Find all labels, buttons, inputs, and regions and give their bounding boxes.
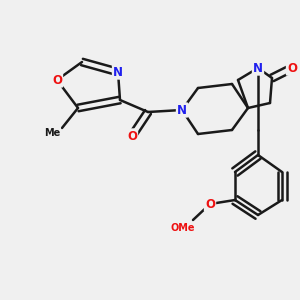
Text: N: N	[253, 61, 263, 74]
Text: N: N	[177, 103, 187, 116]
Text: OMe: OMe	[171, 223, 195, 233]
Text: O: O	[127, 130, 137, 142]
Text: Me: Me	[44, 128, 60, 138]
Text: O: O	[205, 197, 215, 211]
Text: N: N	[113, 65, 123, 79]
Text: O: O	[287, 61, 297, 74]
Text: O: O	[52, 74, 62, 86]
